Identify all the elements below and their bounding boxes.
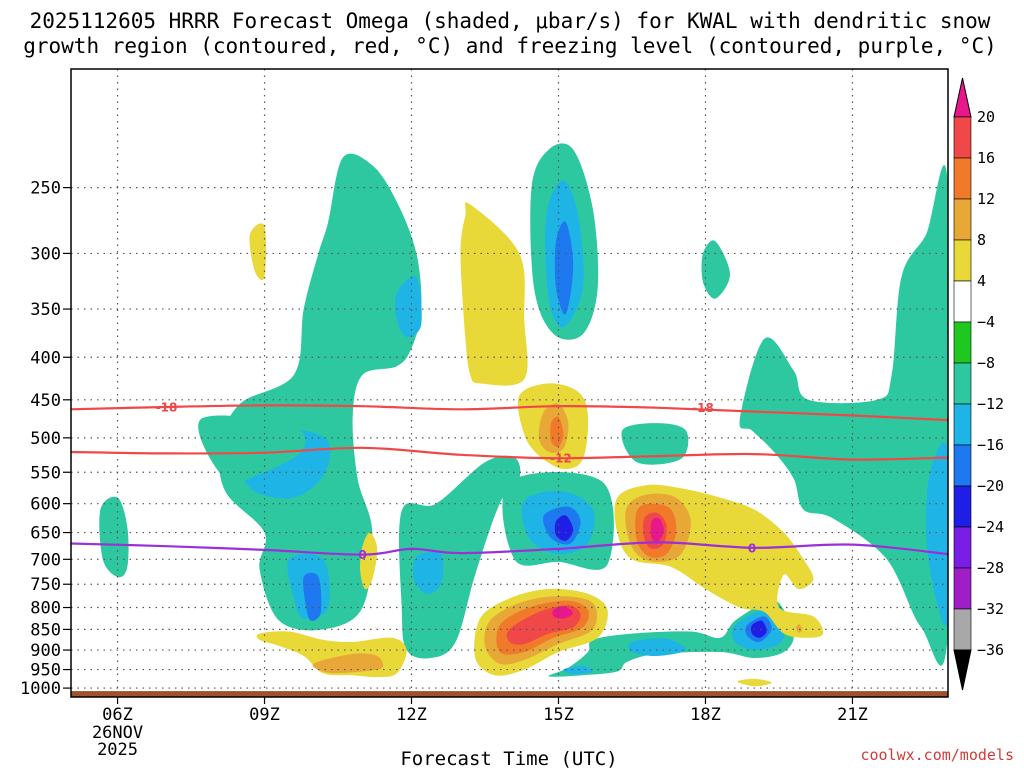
omega-positive-region-4 (550, 416, 564, 447)
y-tick-label-600: 600 (30, 495, 61, 515)
y-tick-label-800: 800 (30, 599, 61, 619)
colorbar-band-9 (953, 485, 972, 528)
colorbar-band-10 (953, 526, 972, 569)
omega-region-15 (554, 515, 574, 541)
omega-region-3 (303, 572, 322, 621)
omega-region-18 (548, 599, 794, 677)
colorbar-label-9: −20 (977, 477, 1004, 495)
omega-region-22 (750, 620, 767, 638)
omega-region-0 (218, 153, 422, 631)
y-tick-label-350: 350 (30, 300, 61, 320)
freezing-level-contour (71, 541, 948, 556)
contour-labels: -18 -18 -12 0 0 (156, 400, 757, 562)
y-tick-label-300: 300 (30, 244, 61, 264)
omega-region-11 (412, 551, 444, 594)
y-tick-label-700: 700 (30, 550, 61, 570)
omega-positive-region-20 (737, 678, 772, 687)
omega-region-25 (925, 442, 948, 626)
x-axis-label: Forecast Time (UTC) (400, 748, 617, 768)
omega-positive-region-1 (460, 202, 528, 386)
y-tick-label-550: 550 (30, 463, 61, 483)
x-tick-label-09Z: 09Z (249, 705, 280, 725)
dendritic-contour-1 (71, 446, 948, 461)
y-tick-label-900: 900 (30, 641, 61, 661)
plot-frame (70, 68, 949, 698)
y-tick-label-250: 250 (30, 179, 61, 199)
grid-lines (71, 69, 948, 697)
colorbar-label-7: −12 (977, 395, 1004, 413)
x-tick-label-06Z: 06Z (102, 705, 133, 725)
colorbar-label-4: 4 (977, 272, 986, 290)
colorbar-bottom-arrow (953, 649, 972, 691)
colorbar-band-12 (953, 608, 972, 651)
omega-positive-region-15 (552, 606, 574, 619)
credit-link[interactable]: coolwx.com/models (860, 746, 1014, 764)
colorbar-label-2: 12 (977, 190, 995, 208)
dendritic-contour-0-label-1: -18 (692, 401, 714, 415)
y-tick-label-1000: 1000 (20, 679, 61, 699)
colorbar-band-2 (953, 198, 972, 241)
omega-region-9 (99, 496, 129, 578)
omega-region-8 (198, 415, 306, 483)
chart-title-line2: growth region (contoured, red, °C) and f… (23, 34, 997, 58)
omega-region-19 (628, 638, 687, 657)
colorbar-band-11 (953, 567, 972, 610)
omega-region-4 (394, 275, 422, 338)
y-tick-label-850: 850 (30, 620, 61, 640)
colorbar-label-8: −16 (977, 436, 1004, 454)
colorbar-band-0 (953, 116, 972, 159)
y-tick-label-400: 400 (30, 348, 61, 368)
omega-region-17 (701, 240, 730, 299)
dendritic-contour-0 (71, 404, 948, 422)
colorbar-band-7 (953, 403, 972, 446)
colorbar-band-5 (953, 321, 972, 364)
colorbar-label-11: −28 (977, 559, 1004, 577)
terrain-ground (71, 691, 948, 697)
temperature-contours (71, 404, 948, 556)
omega-region-7 (554, 221, 574, 315)
colorbar-top-arrow (953, 77, 972, 118)
omega-positive-region-5 (360, 532, 378, 590)
colorbar-label-6: −8 (977, 354, 995, 372)
y-tick-label-950: 950 (30, 661, 61, 681)
y-tick-label-450: 450 (30, 391, 61, 411)
colorbar-band-3 (953, 239, 972, 282)
colorbar-band-8 (953, 444, 972, 487)
y-axis: 2503003504004505005506006507007508008509… (20, 179, 71, 699)
y-tick-label-750: 750 (30, 575, 61, 595)
x-tick-label-15Z: 15Z (543, 705, 574, 725)
omega-positive-region-19 (796, 624, 803, 633)
x-date-line-0: 26NOV (92, 723, 143, 743)
x-date-line-1: 2025 (97, 740, 138, 760)
x-tick-label-21Z: 21Z (837, 705, 868, 725)
colorbar-label-1: 16 (977, 149, 995, 167)
omega-colorbar: 20 16 12 8 4 −4 −8 −12 −16 −20 −24 −28 −32 −36 (953, 77, 1004, 691)
dendritic-contour-0-label-0: -18 (156, 400, 178, 414)
colorbar-band-6 (953, 362, 972, 405)
colorbar-label-0: 20 (977, 108, 995, 126)
chart-title-line1: 2025112605 HRRR Forecast Omega (shaded, … (30, 9, 991, 33)
colorbar-band-1 (953, 157, 972, 200)
y-tick-label-500: 500 (30, 429, 61, 449)
colorbar-band-4 (953, 280, 972, 323)
colorbar-label-5: −4 (977, 313, 995, 331)
x-tick-label-18Z: 18Z (690, 705, 721, 725)
colorbar-label-3: 8 (977, 231, 986, 249)
colorbar-label-13: −36 (977, 641, 1004, 659)
freezing-level-contour-label-0: 0 (358, 548, 366, 562)
x-tick-label-12Z: 12Z (396, 705, 427, 725)
omega-positive-region-17 (312, 653, 384, 674)
colorbar-label-12: −32 (977, 600, 1004, 618)
freezing-level-contour-label-1: 0 (748, 541, 756, 555)
omega-positive-region-10 (650, 517, 664, 542)
y-tick-label-650: 650 (30, 524, 61, 544)
omega-positive-region-0 (249, 223, 267, 281)
colorbar-label-10: −24 (977, 518, 1004, 536)
omega-region-16 (621, 423, 689, 465)
dendritic-contour-1-label-0: -12 (550, 452, 572, 466)
